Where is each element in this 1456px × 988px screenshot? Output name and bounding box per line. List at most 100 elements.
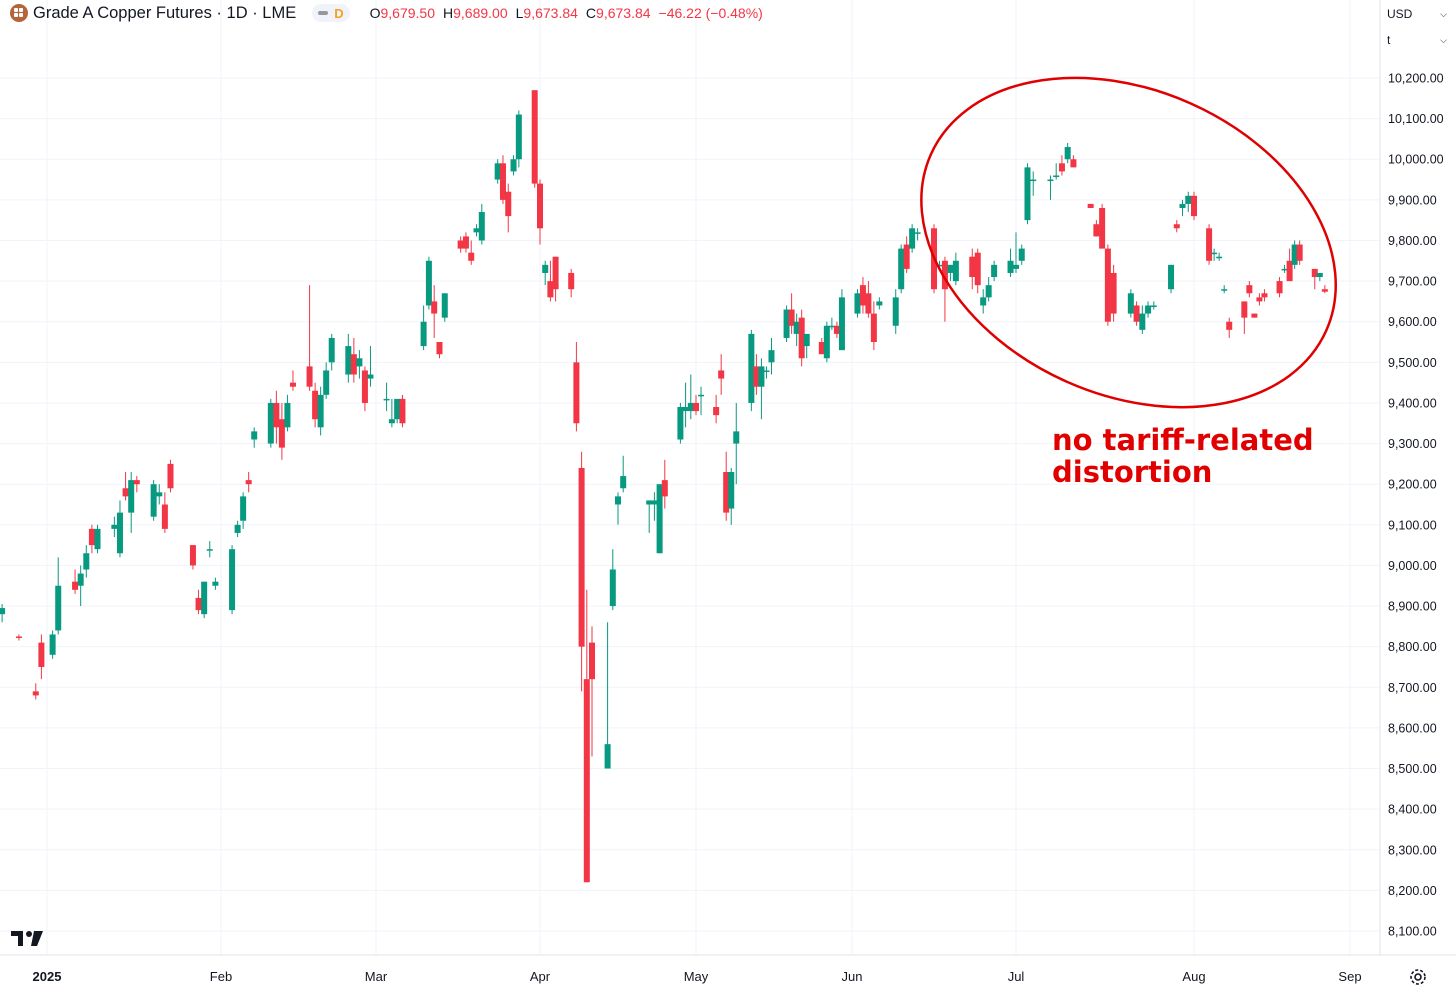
candle: [748, 329, 755, 412]
candle: [431, 285, 438, 338]
candle-body: [941, 260, 948, 290]
candle-body: [898, 248, 905, 290]
candle: [38, 634, 45, 680]
candle-body: [1296, 244, 1303, 261]
currency-selector[interactable]: USD ⌵: [1383, 2, 1451, 26]
candle: [552, 256, 559, 302]
candle: [1104, 244, 1111, 326]
candle-body: [128, 480, 135, 513]
candle: [609, 549, 616, 611]
candle-body: [892, 297, 899, 326]
candle: [312, 382, 319, 428]
candle-body: [1256, 297, 1263, 302]
chart-annotation: no tariff-related distortion: [1052, 424, 1314, 488]
candle-body: [578, 467, 585, 647]
candle-body: [32, 691, 39, 696]
candle-body: [473, 228, 480, 233]
candle: [289, 370, 296, 391]
candle-body: [936, 264, 943, 267]
candle-body: [83, 553, 90, 570]
candle: [83, 545, 90, 578]
candle-body: [278, 419, 285, 448]
candle-body: [1150, 305, 1157, 307]
candle: [229, 545, 236, 615]
candle-body: [947, 264, 954, 273]
candle: [436, 342, 443, 359]
price-axis[interactable]: 8,100.00 8,200.00 8,300.00 8,400.00 8,500.00…: [1379, 0, 1444, 955]
candle-body: [15, 636, 22, 639]
ohlc-low-label: L: [515, 5, 524, 21]
candle: [1286, 248, 1293, 282]
candle-body: [969, 256, 976, 278]
candle-body: [38, 642, 45, 667]
interval-badge[interactable]: D: [312, 4, 350, 22]
candle-body: [122, 488, 129, 497]
candle: [838, 289, 845, 351]
price-tick-label: 9,100.00: [1388, 518, 1437, 532]
candle: [969, 248, 976, 290]
candle-body: [284, 402, 291, 428]
candle-body: [499, 163, 506, 200]
candle: [1246, 281, 1253, 298]
candle: [1281, 264, 1288, 273]
unit-selector[interactable]: t ⌵: [1383, 28, 1451, 52]
candle: [367, 346, 374, 387]
price-tick-label: 9,500.00: [1388, 356, 1437, 370]
candle-body: [394, 398, 401, 420]
candle-body: [425, 260, 432, 306]
candle-body: [656, 484, 663, 554]
candle-body: [510, 159, 517, 172]
candle-body: [859, 285, 866, 306]
price-tick-label: 9,800.00: [1388, 234, 1437, 248]
symbol-title[interactable]: Grade A Copper Futures · 1D · LME: [33, 3, 297, 22]
candle: [494, 159, 501, 184]
candle: [985, 277, 992, 302]
candle-body: [1179, 203, 1186, 208]
time-axis[interactable]: 2025 Feb Mar Apr May Jun Jul Aug Sep: [0, 954, 1456, 984]
symbol-logo-icon[interactable]: [10, 4, 28, 22]
tradingview-logo-icon[interactable]: [10, 926, 46, 948]
candle-series: [0, 90, 1328, 883]
candle: [892, 289, 899, 334]
candle-body: [952, 260, 959, 282]
candle-body: [1286, 260, 1293, 282]
candle-body: [505, 191, 512, 217]
candle-body: [1211, 252, 1218, 255]
candle: [468, 240, 475, 265]
candle: [1296, 240, 1303, 265]
candle: [713, 394, 720, 424]
candle-body: [350, 354, 357, 375]
candle-body: [985, 285, 992, 298]
candle: [753, 354, 760, 395]
candle: [345, 333, 352, 383]
candle-body: [728, 472, 735, 509]
candle: [870, 301, 877, 351]
candle-body: [1030, 179, 1037, 182]
candle: [542, 260, 549, 286]
candle: [77, 565, 84, 607]
time-tick-label: Feb: [210, 969, 232, 984]
settings-gear-icon[interactable]: [1407, 966, 1429, 988]
price-tick-label: 10,200.00: [1388, 72, 1444, 86]
candle: [620, 455, 627, 493]
candle-body: [687, 402, 694, 412]
candle: [328, 333, 335, 371]
candle-body: [383, 398, 390, 401]
price-tick-label: 9,900.00: [1388, 193, 1437, 207]
candle: [1133, 301, 1140, 326]
candle-body: [1321, 289, 1328, 292]
candle-body: [251, 431, 258, 440]
candle-body: [1261, 293, 1268, 298]
candle: [1139, 305, 1146, 334]
candle-body: [909, 228, 916, 249]
candle-body: [1053, 175, 1060, 177]
candle-body: [273, 402, 280, 428]
price-tick-label: 8,500.00: [1388, 762, 1437, 776]
candle: [116, 500, 123, 558]
candle-body: [870, 313, 877, 343]
candle-body: [156, 492, 163, 497]
candle-body: [1206, 228, 1213, 261]
candle: [1291, 240, 1298, 269]
candle: [1261, 289, 1268, 302]
